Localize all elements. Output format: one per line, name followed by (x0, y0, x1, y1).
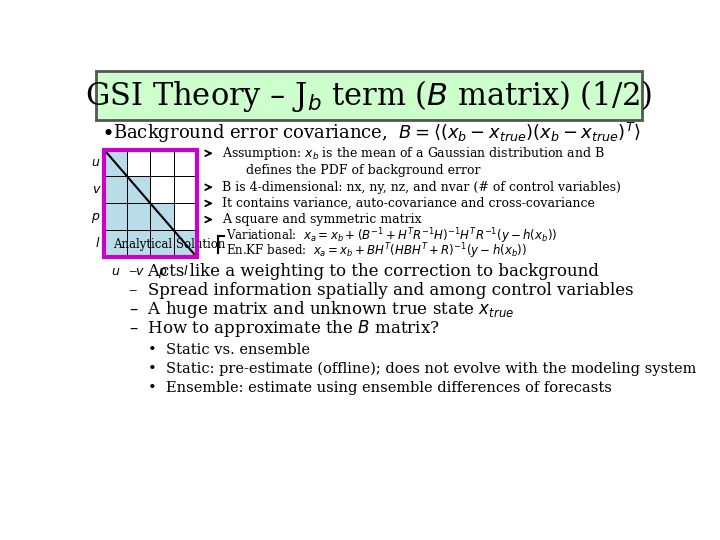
Bar (127, 204, 150, 231)
Text: –  How to approximate the $B$ matrix?: – How to approximate the $B$ matrix? (129, 319, 439, 340)
Text: defines the PDF of background error: defines the PDF of background error (222, 164, 480, 177)
Text: GSI Theory – J$_b$ term ($B$ matrix) (1/2): GSI Theory – J$_b$ term ($B$ matrix) (1/… (85, 78, 653, 113)
Text: It contains variance, auto-covariance and cross-covariance: It contains variance, auto-covariance an… (222, 197, 595, 210)
Text: •  Ensemble: estimate using ensemble differences of forecasts: • Ensemble: estimate using ensemble diff… (148, 381, 612, 395)
Text: u: u (91, 157, 99, 170)
Text: –  A huge matrix and unknown true state $x_{true}$: – A huge matrix and unknown true state $… (129, 299, 514, 320)
Text: p: p (91, 211, 99, 224)
Bar (150, 231, 174, 257)
Text: p: p (158, 265, 166, 278)
Text: Background error covariance,  $B = \langle(x_b - x_{true})(x_b - x_{true})^T\ran: Background error covariance, $B = \langl… (113, 120, 641, 145)
Bar (104, 177, 127, 204)
Text: Assumption: $x_b$ is the mean of a Gaussian distribution and B: Assumption: $x_b$ is the mean of a Gauss… (222, 145, 605, 162)
Text: l: l (184, 265, 187, 278)
Bar (127, 177, 150, 204)
Text: –  Acts like a weighting to the correction to background: – Acts like a weighting to the correctio… (129, 262, 598, 280)
FancyBboxPatch shape (96, 71, 642, 120)
Bar (150, 204, 174, 231)
Bar (104, 204, 127, 231)
Bar (127, 150, 150, 177)
Text: A square and symmetric matrix: A square and symmetric matrix (222, 213, 421, 226)
Text: l: l (96, 237, 99, 251)
Text: Variational:  $x_a = x_b + (B^{-1} + H^T R^{-1} H)^{-1} H^T R^{-1}(y - h(x_b))$: Variational: $x_a = x_b + (B^{-1} + H^T … (225, 226, 557, 246)
Text: Analytical Solution: Analytical Solution (113, 238, 225, 251)
Text: –  Spread information spatially and among control variables: – Spread information spatially and among… (129, 282, 634, 299)
Bar (174, 231, 197, 257)
Bar (104, 150, 197, 257)
Bar (174, 150, 197, 177)
Text: $\bullet$: $\bullet$ (101, 123, 112, 142)
Bar (150, 150, 174, 177)
Bar (174, 177, 197, 204)
Bar (104, 231, 127, 257)
Text: v: v (92, 184, 99, 197)
Bar (150, 177, 174, 204)
Text: u: u (112, 265, 120, 278)
Bar (174, 204, 197, 231)
Text: B is 4-dimensional: nx, ny, nz, and nvar (# of control variables): B is 4-dimensional: nx, ny, nz, and nvar… (222, 181, 621, 194)
Text: •  Static vs. ensemble: • Static vs. ensemble (148, 343, 310, 357)
Text: v: v (135, 265, 143, 278)
Bar (104, 150, 127, 177)
Text: En.KF based:  $x_a = x_b + BH^T(HBH^T + R)^{-1}(y - h(x_b))$: En.KF based: $x_a = x_b + BH^T(HBH^T + R… (225, 241, 526, 261)
Text: •  Static: pre-estimate (offline); does not evolve with the modeling system: • Static: pre-estimate (offline); does n… (148, 362, 696, 376)
Bar (127, 231, 150, 257)
